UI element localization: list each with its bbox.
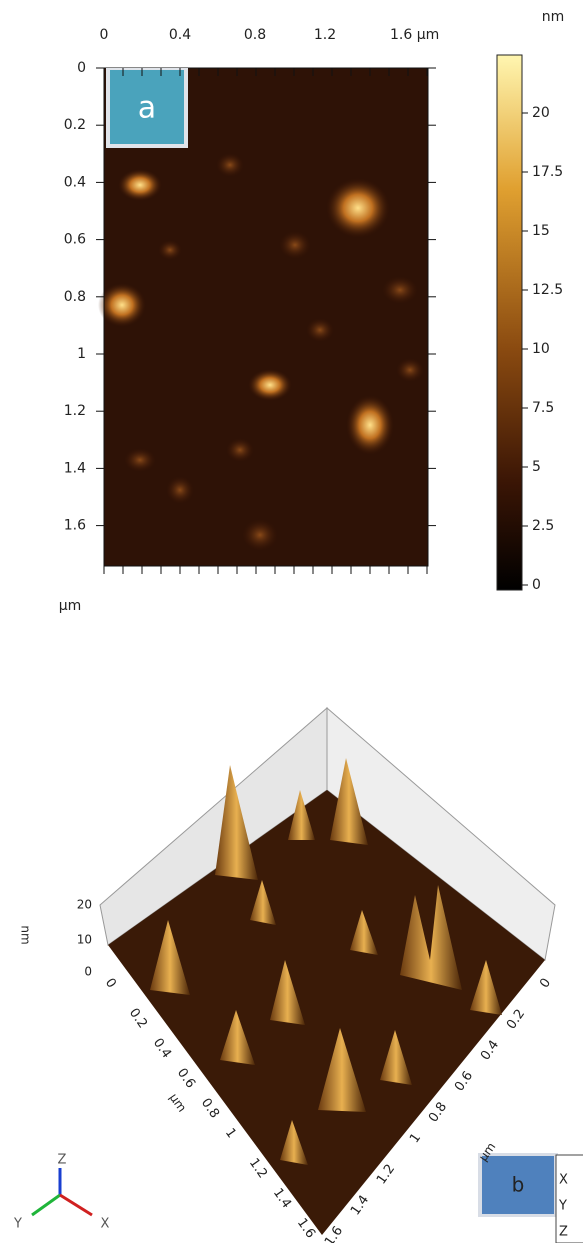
colorbar-tick-label: 2.5 — [532, 518, 554, 534]
left-axis-tick: 1 — [222, 1126, 239, 1141]
colorbar-tick-label: 7.5 — [532, 400, 554, 416]
legend-fragment: Y — [558, 1199, 567, 1214]
y-unit: µm — [59, 598, 82, 614]
left-axis-tick: 0.2 — [126, 1006, 150, 1032]
colorbar-tick-label: 15 — [532, 223, 550, 239]
label-box — [110, 70, 184, 144]
y-tick-label: 0 — [77, 60, 86, 76]
y-tick-label: 0.8 — [64, 289, 86, 305]
triad-z: Z — [58, 1153, 67, 1168]
y-tick-label: 1.6 — [64, 518, 86, 534]
left-axis-tick: 0.6 — [174, 1066, 198, 1092]
triad — [31, 1168, 93, 1217]
y-tick-label: 0.6 — [64, 232, 86, 248]
colorbar — [496, 54, 523, 591]
right-axis-tick: 1 — [407, 1131, 424, 1146]
y-tick-label: 1.2 — [64, 403, 86, 419]
x-tick-label: 1.2 — [314, 27, 336, 43]
label-box — [482, 1156, 554, 1214]
afm-image — [104, 68, 428, 566]
legend-fragment: Z — [559, 1225, 568, 1240]
triad-y: Y — [13, 1217, 22, 1232]
z-tick-label: 10 — [77, 933, 92, 947]
right-axis-tick: 0.8 — [426, 1100, 450, 1126]
x-tick-label: 0.4 — [169, 27, 191, 43]
right-axis-tick: 0.6 — [452, 1069, 476, 1095]
image-frame — [103, 67, 429, 567]
z-tick-label: 0 — [84, 965, 92, 979]
y-tick-label: 1.4 — [64, 460, 86, 476]
colorbar-tick-label: 12.5 — [532, 282, 563, 298]
panel-label: a — [138, 91, 156, 126]
afm-features — [98, 153, 424, 551]
colorbar-tick-label: 10 — [532, 341, 550, 357]
surface-peaks — [150, 758, 502, 1165]
right-axis-tick: 0 — [537, 976, 554, 991]
colorbar-tick-label: 0 — [532, 577, 541, 593]
triad-x: X — [101, 1217, 110, 1232]
x-tick-label: 0 — [100, 27, 109, 43]
left-axis-tick: 0 — [102, 976, 119, 991]
colorbar-tick-label: 17.5 — [532, 164, 563, 180]
z-unit: nm — [19, 925, 33, 944]
right-axis-tick: 0.4 — [478, 1038, 502, 1064]
left-axis-tick: 0.8 — [198, 1096, 222, 1122]
legend-fragment: X — [559, 1173, 568, 1188]
x-tick-label: 1.6 µm — [390, 27, 439, 43]
panel-label: b — [512, 1173, 525, 1197]
legend-fragment-box — [555, 1154, 583, 1243]
y-tick-label: 1 — [77, 346, 86, 362]
colorbar-tick-label: 5 — [532, 459, 541, 475]
colorbar-tick-label: 20 — [532, 105, 550, 121]
y-tick-label: 0.2 — [64, 117, 86, 133]
left-axis-unit: µm — [167, 1091, 190, 1115]
left-axis-tick: 0.4 — [150, 1036, 174, 1062]
right-axis-tick: 0.2 — [504, 1007, 528, 1033]
colorbar-unit: nm — [542, 9, 565, 25]
z-tick-label: 20 — [77, 898, 92, 912]
surface — [108, 790, 545, 1235]
x-tick-label: 0.8 — [244, 27, 266, 43]
y-tick-label: 0.4 — [64, 174, 86, 190]
